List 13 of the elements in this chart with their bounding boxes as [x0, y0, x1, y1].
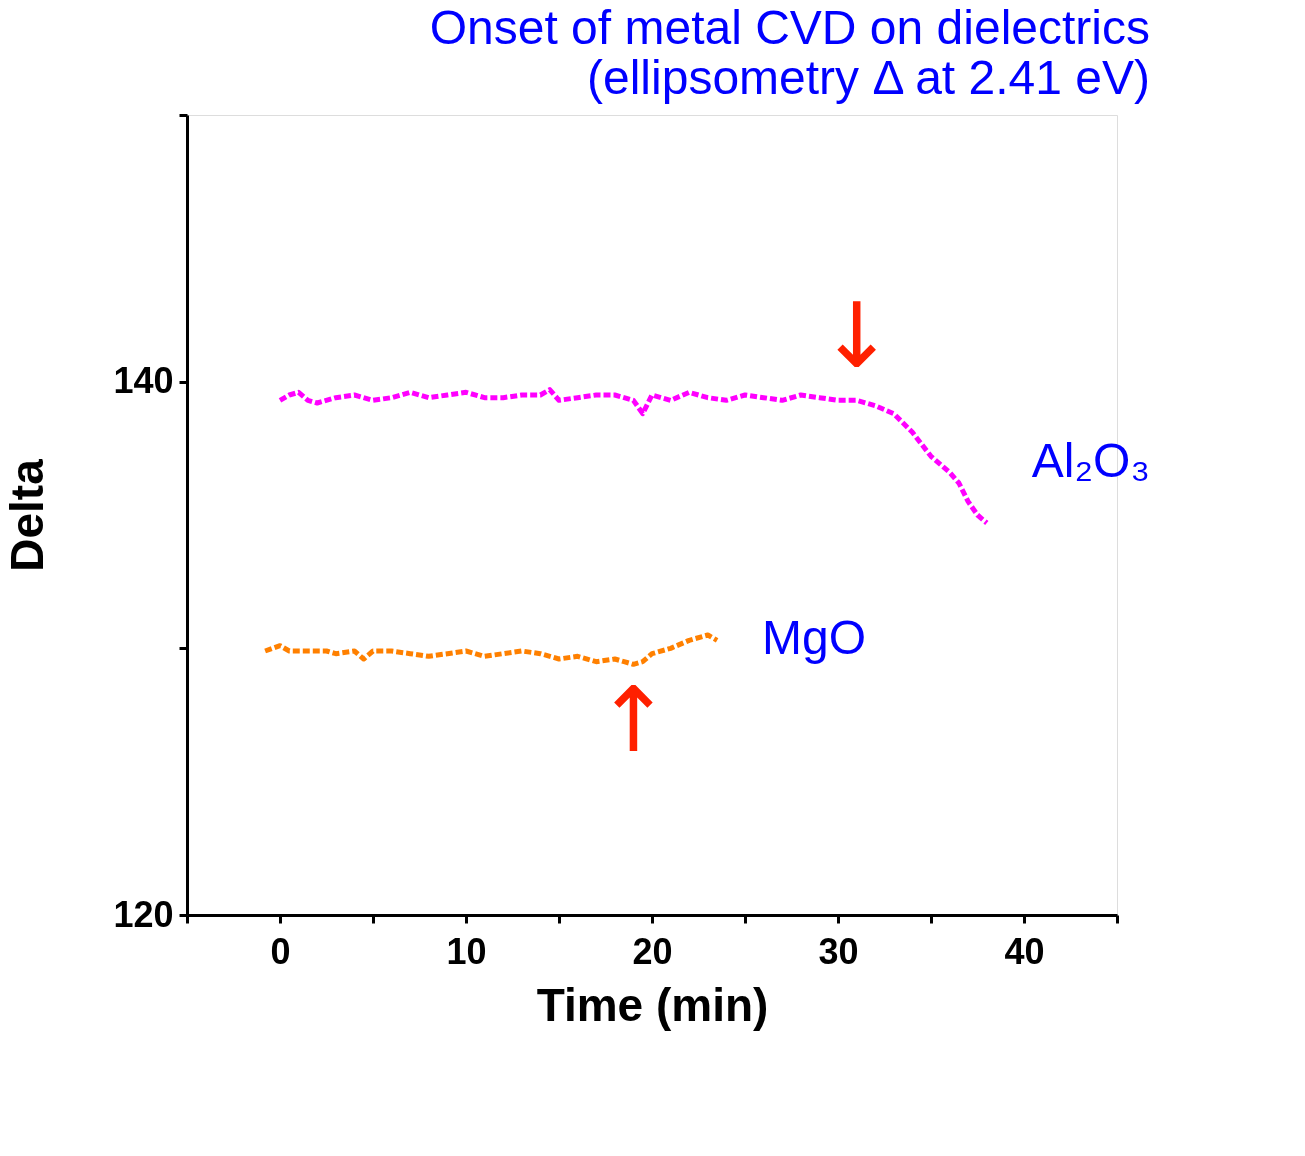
annotation: ↓ [818, 283, 895, 389]
x-tick-label: 10 [446, 930, 487, 972]
x-axis-title: Time (min) [536, 978, 769, 1031]
x-tick-label: 20 [632, 930, 673, 972]
y-axis-title: Delta [1, 458, 54, 572]
y-tick-label: 120 [113, 893, 174, 935]
y-tick-label: 140 [113, 360, 174, 402]
x-tick-label: 40 [1004, 930, 1045, 972]
x-tick-label: 30 [818, 930, 859, 972]
x-tick-label: 0 [270, 930, 291, 972]
series-label: Al₂O₃ [1031, 434, 1150, 487]
annotation: ↑ [595, 667, 672, 773]
series-label: MgO [762, 611, 867, 665]
